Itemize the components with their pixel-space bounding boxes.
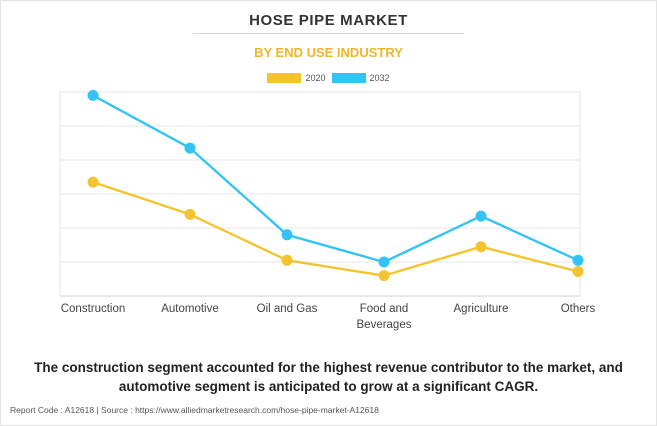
data-point-2020 xyxy=(87,176,99,188)
chart-title: HOSE PIPE MARKET xyxy=(249,12,408,29)
legend-item-2032[interactable]: 2032 xyxy=(331,73,390,83)
x-tick-label: Oil and Gas xyxy=(257,303,318,315)
data-point-2032 xyxy=(87,89,99,101)
series-line-2032 xyxy=(92,94,579,264)
x-tick-label: Others xyxy=(561,303,596,315)
title-divider xyxy=(193,33,464,34)
line-chart: Construction Automotive Oil and Gas Food an… xyxy=(59,89,596,331)
data-point-2032 xyxy=(378,256,390,268)
x-tick-label: Automotive xyxy=(161,303,219,315)
data-point-2020 xyxy=(184,208,196,220)
x-tick-label: Beverages xyxy=(357,319,412,331)
data-point-2032 xyxy=(281,229,293,241)
legend-swatch-2032 xyxy=(331,73,366,83)
x-tick-label: Construction xyxy=(61,303,126,315)
data-point-2032 xyxy=(475,210,487,222)
legend-item-2020[interactable]: 2020 xyxy=(267,73,326,83)
legend-label-2032: 2032 xyxy=(369,73,390,83)
legend-swatch-2020 xyxy=(267,73,302,83)
data-point-2032 xyxy=(572,254,584,266)
data-point-2020 xyxy=(475,241,487,253)
legend-label-2020: 2020 xyxy=(305,73,326,83)
data-point-2020 xyxy=(378,270,390,282)
x-tick-label: Agriculture xyxy=(454,303,509,315)
chart-caption: The construction segment accounted for t… xyxy=(34,360,623,394)
data-point-2020 xyxy=(572,266,584,278)
data-point-2032 xyxy=(184,142,196,154)
data-point-2020 xyxy=(281,254,293,266)
legend: 2020 2032 xyxy=(0,71,657,85)
report-source-footer: Report Code : A12618 | Source : https://… xyxy=(10,405,379,415)
chart-subtitle: BY END USE INDUSTRY xyxy=(254,45,403,60)
x-tick-label: Food and xyxy=(360,303,409,315)
series-line-2020 xyxy=(92,180,579,277)
